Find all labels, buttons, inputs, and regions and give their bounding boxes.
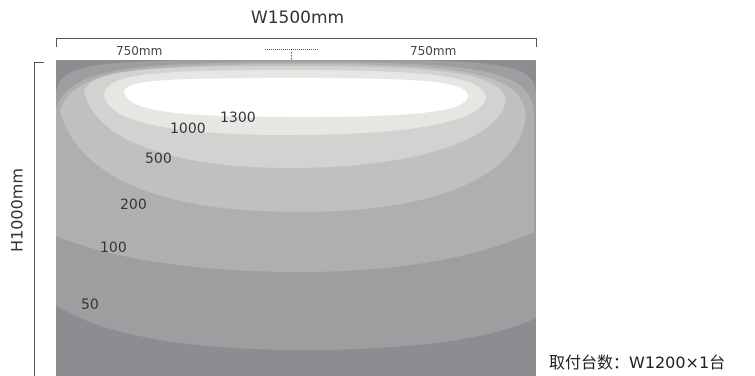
contour-label-1300: 1300 <box>220 110 256 126</box>
contour-label-200: 200 <box>120 197 147 213</box>
contour-field <box>56 60 536 376</box>
contour-label-1000: 1000 <box>170 121 206 137</box>
installation-count-caption: 取付台数：W1200×1台 <box>549 353 726 372</box>
contour-label-500: 500 <box>145 151 172 167</box>
right-half-width-label: 750mm <box>410 44 457 58</box>
contour-band-1300 <box>124 78 468 117</box>
width-dimension-label: W1500mm <box>250 8 345 28</box>
contour-label-50: 50 <box>81 297 99 313</box>
width-dimension-line <box>56 38 537 47</box>
height-dimension-line <box>34 62 44 376</box>
left-half-width-label: 750mm <box>116 44 163 58</box>
contour-label-100: 100 <box>100 240 127 256</box>
